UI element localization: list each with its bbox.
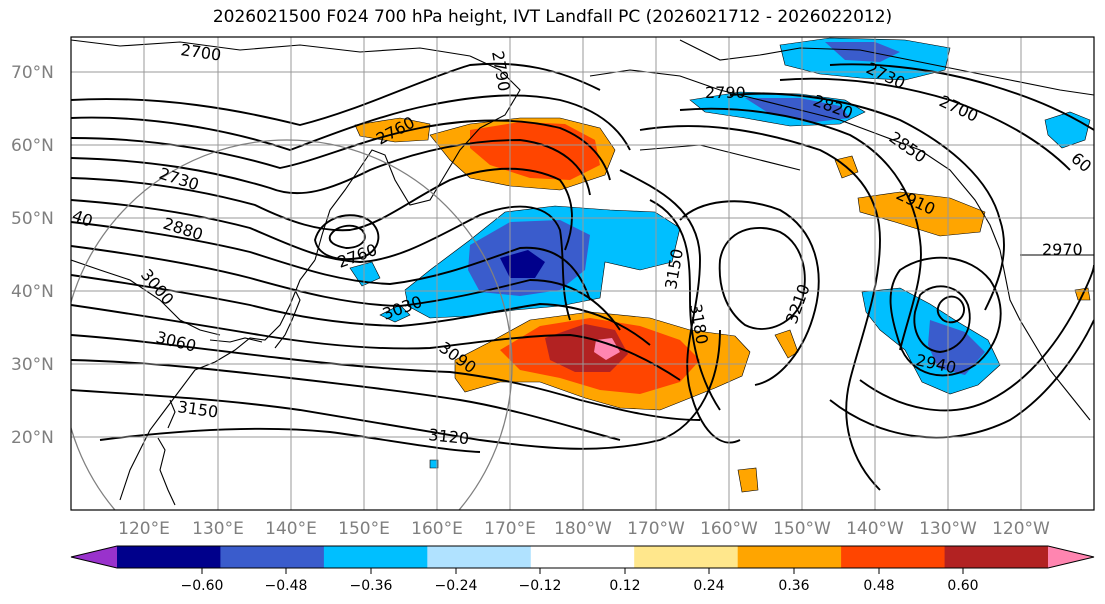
- colorbar: −0.60 −0.48 −0.36 −0.24 −0.12 0.12 0.24 …: [70, 545, 1095, 594]
- colorbar-segment: [634, 546, 739, 568]
- colorbar-tick-label: −0.60: [181, 578, 224, 594]
- longitude-labels: 120°E 130°E 140°E 150°E 160°E 170°E 180°…: [118, 519, 1050, 539]
- lat-label: 50°N: [11, 209, 54, 229]
- lat-label: 30°N: [11, 355, 54, 375]
- lon-label: 120°W: [992, 519, 1050, 539]
- lon-label: 130°E: [192, 519, 244, 539]
- contour-label: 2790: [705, 83, 746, 102]
- range-circle: [71, 139, 513, 510]
- lat-label: 40°N: [11, 282, 54, 302]
- contour-label: 3120: [428, 425, 470, 448]
- colorbar-segment: [737, 546, 842, 568]
- colorbar-outline: [70, 545, 1095, 569]
- lon-label: 120°E: [118, 519, 170, 539]
- latitude-labels: 70°N 60°N 50°N 40°N 30°N 20°N: [11, 63, 54, 448]
- colorbar-tick-label: −0.36: [350, 578, 393, 594]
- colorbar-segment: [323, 546, 428, 568]
- height-contours: [71, 62, 1094, 491]
- graticule: [71, 37, 1094, 510]
- colorbar-segment: [841, 546, 946, 568]
- lon-label: 140°E: [265, 519, 317, 539]
- lon-label: 170°E: [484, 519, 536, 539]
- lon-label: 180°W: [554, 519, 612, 539]
- lat-label: 20°N: [11, 428, 54, 448]
- lon-label: 150°W: [773, 519, 831, 539]
- colorbar-tick-label: 0.24: [693, 578, 724, 594]
- lon-label: 170°W: [627, 519, 685, 539]
- lon-label: 160°E: [411, 519, 463, 539]
- colorbar-tick-label: −0.24: [435, 578, 478, 594]
- colorbar-tick-label: 0.60: [947, 578, 978, 594]
- colorbar-ticks: [201, 568, 964, 574]
- colorbar-segment: [530, 546, 635, 568]
- lon-label: 130°W: [919, 519, 977, 539]
- colorbar-tick-label: −0.12: [519, 578, 562, 594]
- contour-label: 2970: [1042, 240, 1083, 259]
- lon-label: 150°E: [338, 519, 390, 539]
- colorbar-tick-label: −0.48: [265, 578, 308, 594]
- colorbar-extend-high: [1048, 546, 1094, 568]
- map-frame: [70, 36, 1095, 511]
- map-title: 2026021500 F024 700 hPa height, IVT Land…: [212, 7, 893, 27]
- lat-label: 60°N: [11, 136, 54, 156]
- colorbar-tick-label: 0.36: [778, 578, 809, 594]
- lon-label: 140°W: [846, 519, 904, 539]
- colorbar-segment: [117, 546, 221, 568]
- colorbar-segment: [427, 546, 532, 568]
- lat-label: 70°N: [11, 63, 54, 83]
- colorbar-extend-low: [71, 546, 117, 568]
- colorbar-segment: [220, 546, 325, 568]
- lon-label: 160°W: [700, 519, 758, 539]
- colorbar-segment: [944, 546, 1049, 568]
- colorbar-tick-label: 0.12: [609, 578, 640, 594]
- colorbar-tick-label: 0.48: [863, 578, 894, 594]
